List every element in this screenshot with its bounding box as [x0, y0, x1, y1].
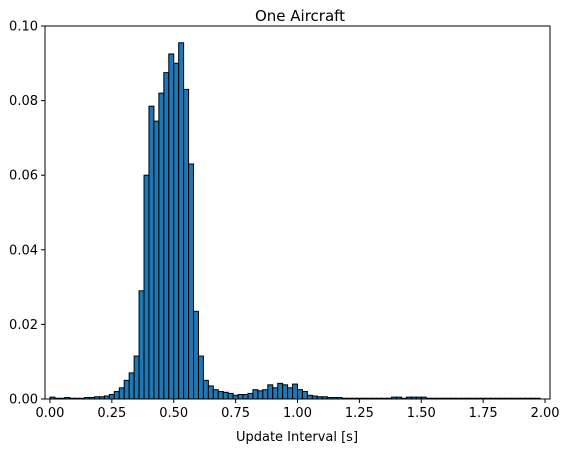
histogram-bar	[148, 105, 155, 400]
histogram-bar	[173, 62, 180, 400]
histogram-bar	[188, 163, 195, 400]
plot-frame	[44, 25, 551, 400]
histogram-bar	[232, 394, 239, 400]
histogram-bar	[222, 391, 229, 400]
histogram-bar	[128, 372, 135, 400]
histogram-bar	[153, 120, 160, 400]
histogram-bar	[287, 387, 294, 400]
histogram-bar	[113, 391, 120, 400]
y-tick-label: 0.10	[9, 20, 38, 35]
histogram-bar	[168, 53, 175, 400]
x-axis-label: Update Interval [s]	[236, 430, 358, 445]
x-tick-label: 0.75	[221, 406, 250, 421]
histogram-bar	[202, 379, 209, 400]
histogram-bar	[262, 389, 269, 400]
y-tick-label: 0.08	[9, 94, 38, 109]
histogram-bar	[158, 92, 165, 400]
histogram-bar	[297, 389, 303, 400]
histogram-bar	[282, 384, 289, 400]
histogram-bar	[108, 394, 115, 400]
histogram-bar	[237, 394, 244, 400]
x-tick-label: 0.25	[97, 406, 126, 421]
histogram-bar	[163, 72, 170, 400]
y-tick-label: 0.04	[9, 243, 38, 258]
histogram-bar	[138, 290, 145, 400]
x-tick-label: 2.00	[531, 406, 560, 421]
x-tick-label: 1.25	[345, 406, 374, 421]
histogram-bars	[49, 42, 541, 400]
histogram-bar	[306, 394, 313, 400]
histogram-bar	[197, 355, 204, 400]
histogram-bar	[133, 355, 140, 400]
x-tick-label: 1.75	[469, 406, 498, 421]
histogram-bar	[242, 394, 249, 400]
histogram-bar	[178, 42, 185, 400]
x-axis: 0.00 0.25 0.50 0.75 1.00 1.25 1.50 1.75 2.00	[35, 399, 560, 421]
histogram-bar	[193, 310, 199, 400]
histogram-bar	[301, 391, 308, 400]
y-tick-label: 0.00	[9, 393, 38, 408]
histogram-bar	[277, 382, 284, 400]
chart-title: One Aircraft	[255, 7, 345, 25]
histogram-bar	[217, 391, 224, 400]
histogram-bar	[227, 392, 234, 400]
histogram-bar	[257, 390, 264, 400]
histogram-bar	[272, 387, 279, 400]
histogram-bar	[247, 392, 254, 400]
x-tick-label: 0.50	[159, 406, 188, 421]
y-tick-label: 0.06	[9, 169, 38, 184]
histogram-bar	[212, 389, 219, 400]
histogram-bar	[143, 174, 150, 400]
histogram-bar	[267, 384, 274, 400]
y-tick-label: 0.02	[9, 318, 38, 333]
histogram-bar	[292, 383, 298, 400]
histogram-bar	[123, 379, 130, 400]
x-tick-label: 1.50	[407, 406, 436, 421]
histogram-bar	[183, 88, 190, 400]
y-axis: 0.00 0.02 0.04 0.06 0.08 0.10	[9, 20, 45, 408]
x-tick-label: 0.00	[35, 406, 64, 421]
x-tick-label: 1.00	[283, 406, 312, 421]
histogram-bar	[207, 385, 214, 400]
histogram-bar	[252, 389, 259, 400]
histogram-bar	[118, 387, 125, 400]
